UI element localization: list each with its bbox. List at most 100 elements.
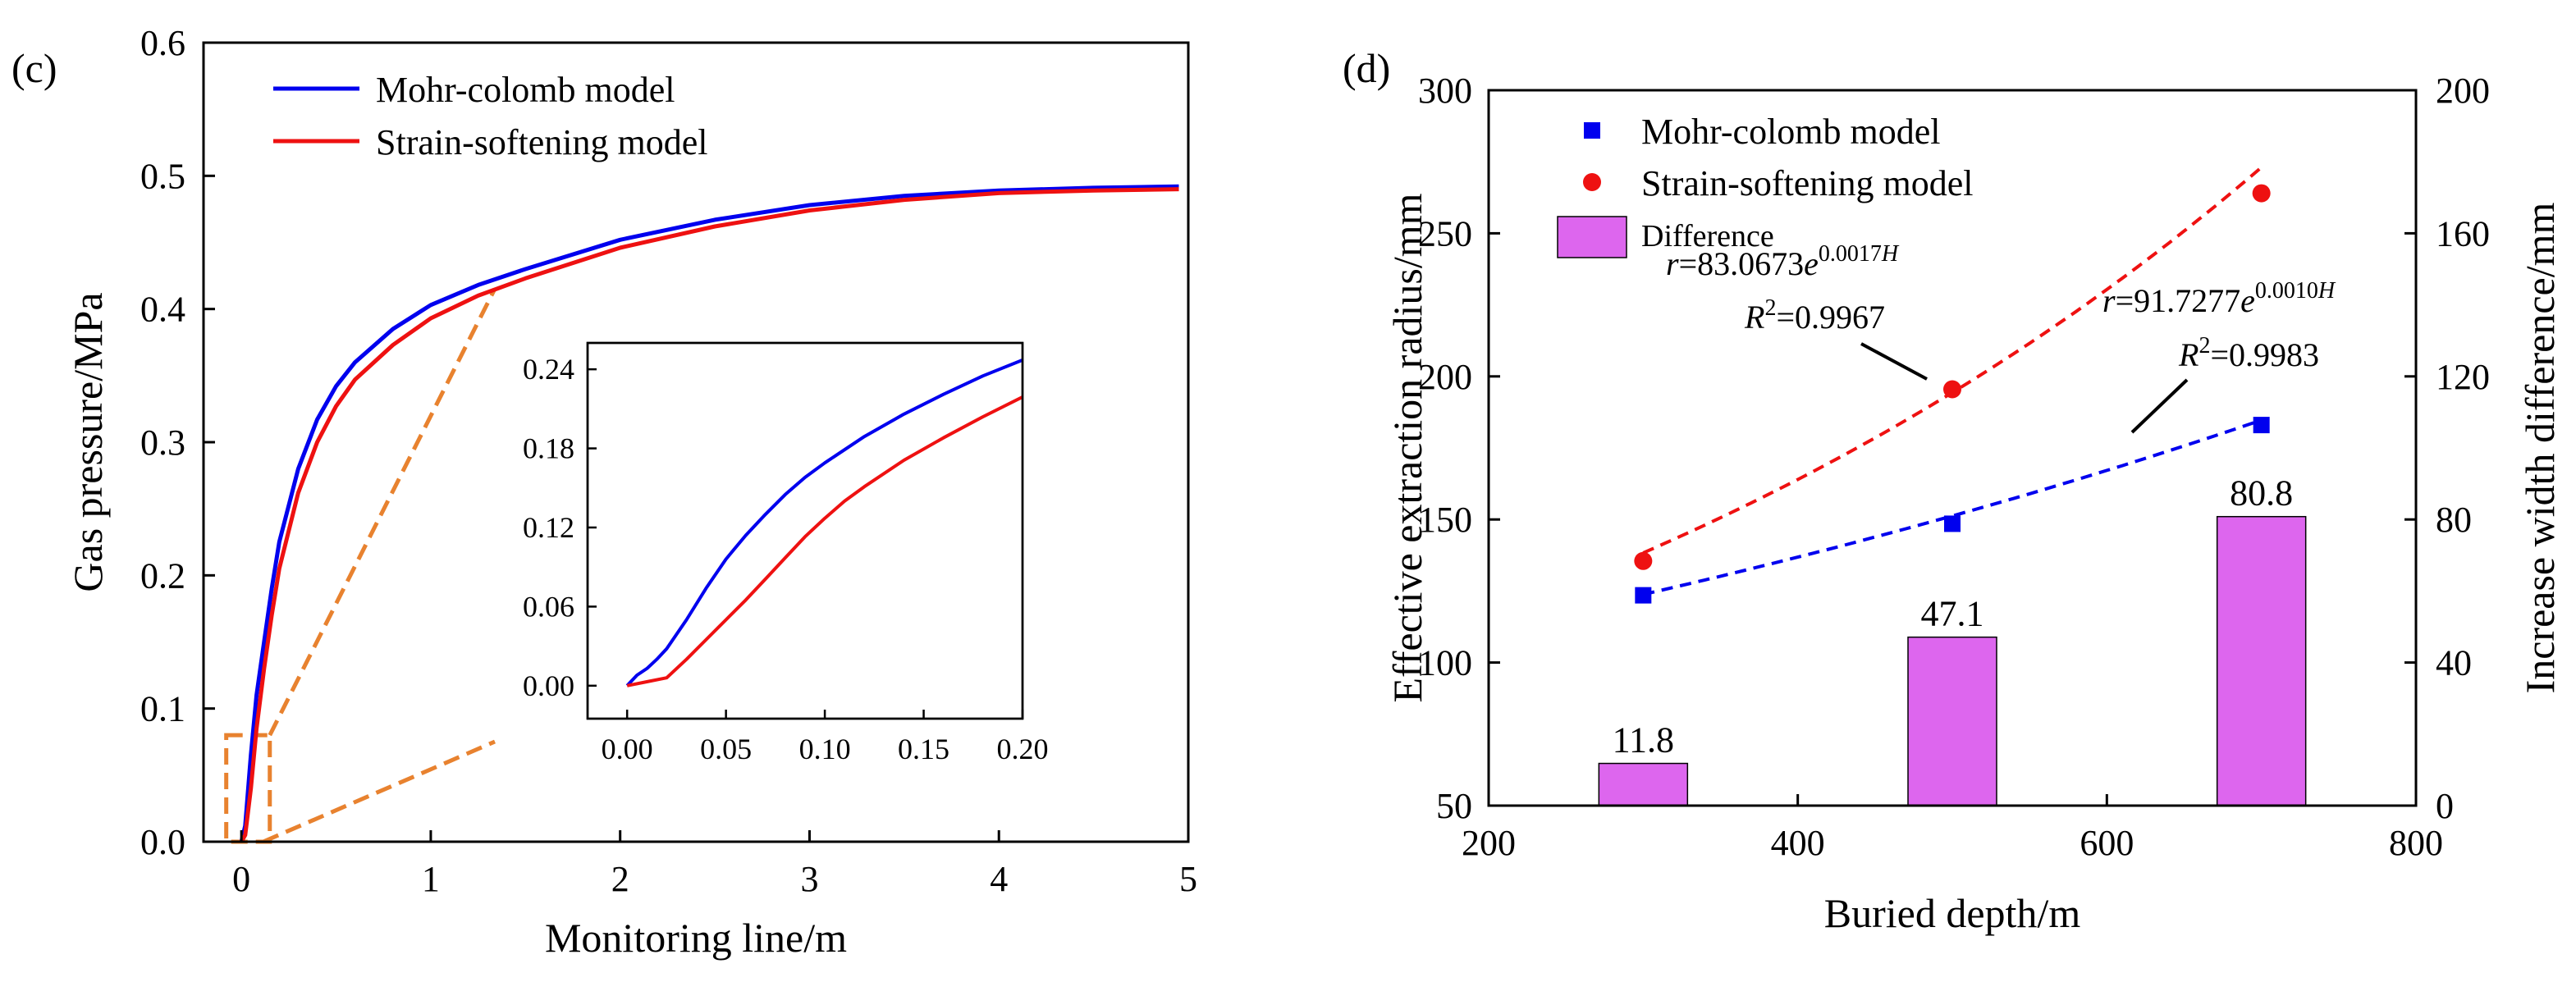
inset-x-tick-label: 0.20 xyxy=(997,733,1049,765)
fit-eq-strain: r=83.0673e0.0017H xyxy=(1666,241,1900,282)
mohr-point xyxy=(1944,515,1961,532)
y-tick-label-c: 0.5 xyxy=(140,156,185,196)
y-tick-label-c: 0.3 xyxy=(140,422,185,463)
inset-x-tick-label: 0.15 xyxy=(898,733,949,765)
panel-d-y-axis-title-left: Effective extraction radius/mm xyxy=(1384,193,1430,702)
fit-curve-1 xyxy=(1642,418,2263,596)
panel-c: (c) 0.0 0.1 0.2 0.3 0.4 0.5 0.6 0 1 2 3 4 5 Monitor… xyxy=(11,23,1197,961)
panel-d: (d) 11.8 47.1 80.8 50 100 150 200 250 300 0 40 80… xyxy=(1343,45,2563,936)
legend-d-label-strain: Strain-softening model xyxy=(1641,163,1974,203)
y2-tick-label-d: 120 xyxy=(2436,357,2490,397)
y-tick-label-c: 0.1 xyxy=(140,689,185,729)
y2-tick-label-d: 0 xyxy=(2436,786,2454,826)
strain-point xyxy=(1943,380,1961,399)
y-tick-label-d: 250 xyxy=(1418,213,1472,253)
y-tick-label-d: 100 xyxy=(1418,643,1472,683)
inset-series-line-1 xyxy=(626,395,1023,687)
x-tick-label-c: 1 xyxy=(422,859,440,899)
y-tick-label-d: 200 xyxy=(1418,357,1472,397)
panel-d-x-axis-title: Buried depth/m xyxy=(1824,890,2081,936)
difference-bar xyxy=(2216,515,2307,806)
x-tick-label-d: 400 xyxy=(1771,823,1825,863)
legend-d-label-difference: Difference xyxy=(1641,219,1774,253)
zoom-box xyxy=(224,733,272,844)
y-tick-label-c: 0.2 xyxy=(140,555,185,596)
y-tick-label-d: 50 xyxy=(1436,786,1472,826)
inset-y-tick-label: 0.00 xyxy=(523,669,574,702)
panel-c-zoom-indicator xyxy=(224,287,497,844)
panel-d-difference-bars: 11.8 47.1 80.8 xyxy=(1598,473,2307,806)
x-tick-label-c: 4 xyxy=(990,859,1008,899)
series-line-c-0 xyxy=(239,184,1179,842)
y-tick-label-c: 0.4 xyxy=(140,290,185,330)
panel-c-x-axis: 0 1 2 3 4 5 xyxy=(232,830,1197,899)
mohr-point xyxy=(1635,587,1652,604)
zoom-line-lower xyxy=(262,739,496,844)
mohr-point xyxy=(2253,417,2270,434)
difference-bar-label: 80.8 xyxy=(2230,473,2293,514)
zoom-line-upper xyxy=(268,287,497,737)
difference-bar xyxy=(1907,636,1997,806)
fit-eq-mohr: r=91.7277e0.0010H xyxy=(2102,278,2336,319)
x-tick-label-d: 200 xyxy=(1462,823,1516,863)
legend-d-swatch-difference xyxy=(1557,216,1627,258)
y2-tick-label-d: 40 xyxy=(2436,643,2472,683)
panel-c-y-axis: 0.0 0.1 0.2 0.3 0.4 0.5 0.6 xyxy=(140,23,215,862)
inset-y-tick-label: 0.12 xyxy=(523,511,574,544)
difference-bar-label: 11.8 xyxy=(1613,720,1674,760)
legend-d-marker-strain xyxy=(1583,173,1601,191)
x-tick-label-c: 3 xyxy=(800,859,818,899)
panel-d-y-axis-title-right: Increase width difference/mm xyxy=(2517,202,2563,693)
y2-tick-label-d: 160 xyxy=(2436,213,2490,253)
inset-y-tick-label: 0.06 xyxy=(523,590,574,623)
panel-c-x-axis-title: Monitoring line/m xyxy=(545,915,847,961)
fit-r2-strain: R2=0.9967 xyxy=(1744,295,1885,336)
panel-c-label: (c) xyxy=(11,45,57,91)
panel-c-legend: Mohr-colomb model Strain-softening model xyxy=(273,70,708,162)
panel-c-inset: 0.00 0.06 0.12 0.18 0.24 0.00 0.05 0.10 0.15 0.2… xyxy=(523,341,1049,765)
x-tick-label-d: 800 xyxy=(2389,823,2443,863)
inset-series xyxy=(625,359,1023,687)
inset-x-tick-label: 0.10 xyxy=(799,733,851,765)
inset-y-tick-label: 0.18 xyxy=(523,432,574,465)
panel-d-label: (d) xyxy=(1343,45,1390,91)
difference-bar-label: 47.1 xyxy=(1921,594,1984,634)
fit-annotation-strain: r=83.0673e0.0017H R2=0.9967 xyxy=(1666,241,1928,381)
x-tick-label-c: 2 xyxy=(611,859,629,899)
panel-d-data-points xyxy=(1634,184,2271,604)
series-line-c-1 xyxy=(240,187,1179,842)
y2-tick-label-d: 80 xyxy=(2436,500,2472,540)
panel-c-series xyxy=(239,184,1179,842)
x-tick-label-c: 0 xyxy=(232,859,250,899)
panel-d-y-axis-left: 50 100 150 200 250 300 xyxy=(1418,71,1500,826)
inset-x-tick-label: 0.00 xyxy=(602,733,653,765)
strain-point xyxy=(2252,184,2271,203)
panel-d-x-axis: 200 400 600 800 xyxy=(1462,794,2443,863)
y-tick-label-c: 0.6 xyxy=(140,23,185,63)
inset-series-line-0 xyxy=(625,359,1023,687)
inset-x-axis: 0.00 0.05 0.10 0.15 0.20 xyxy=(602,710,1049,765)
panel-d-legend: Mohr-colomb model Strain-softening model… xyxy=(1557,112,1974,258)
inset-x-tick-label: 0.05 xyxy=(700,733,752,765)
x-tick-label-d: 600 xyxy=(2080,823,2134,863)
strain-point xyxy=(1634,551,1653,570)
y-tick-label-c: 0.0 xyxy=(140,822,185,862)
legend-d-label-mohr: Mohr-colomb model xyxy=(1641,112,1941,152)
panel-d-y-axis-right: 0 40 80 120 160 200 xyxy=(2404,71,2490,826)
fit-pointer-mohr xyxy=(2130,378,2189,434)
y-tick-label-d: 300 xyxy=(1418,71,1472,111)
panel-c-y-axis-title: Gas pressure/MPa xyxy=(65,292,111,591)
legend-c-label-mohr: Mohr-colomb model xyxy=(376,70,675,110)
legend-c-label-strain: Strain-softening model xyxy=(376,122,708,162)
fit-r2-mohr: R2=0.9983 xyxy=(2178,333,2319,373)
inset-y-tick-label: 0.24 xyxy=(523,353,574,386)
y-tick-label-d: 150 xyxy=(1418,500,1472,540)
fit-pointer-strain xyxy=(1860,342,1928,381)
x-tick-label-c: 5 xyxy=(1179,859,1197,899)
panel-d-plot-frame xyxy=(1487,89,2418,807)
fit-annotation-mohr: r=91.7277e0.0010H R2=0.9983 xyxy=(2102,278,2336,434)
difference-bar xyxy=(1598,762,1689,806)
legend-d-marker-mohr xyxy=(1584,122,1600,139)
inset-y-axis: 0.00 0.06 0.12 0.18 0.24 xyxy=(523,353,597,702)
